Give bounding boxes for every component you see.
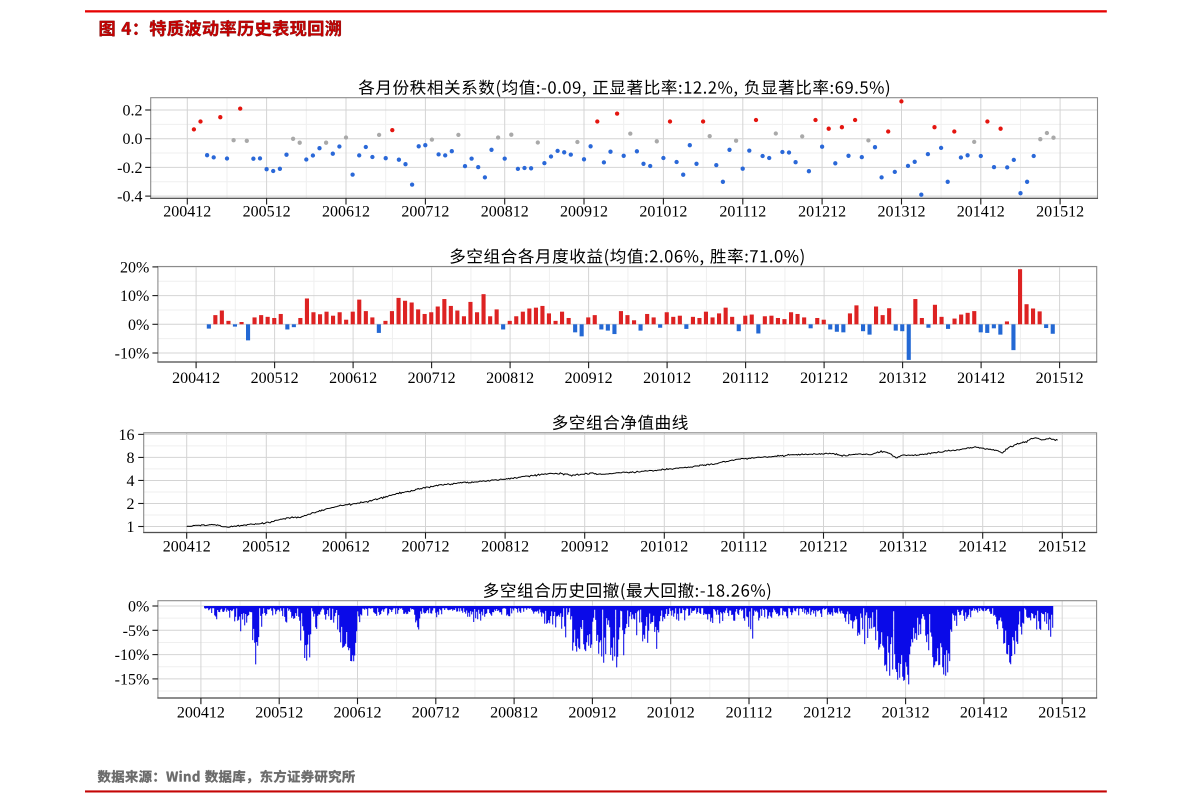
svg-text:200912: 200912 <box>565 370 613 387</box>
svg-text:200912: 200912 <box>561 539 609 556</box>
svg-text:1: 1 <box>127 519 135 536</box>
svg-text:201312: 201312 <box>878 204 926 221</box>
svg-text:-15%: -15% <box>115 671 150 688</box>
svg-text:201512: 201512 <box>1038 705 1086 722</box>
svg-text:0%: 0% <box>128 317 149 334</box>
svg-text:200612: 200612 <box>329 370 377 387</box>
svg-text:200512: 200512 <box>251 370 299 387</box>
svg-text:200612: 200612 <box>322 539 370 556</box>
svg-text:0.2: 0.2 <box>123 103 143 120</box>
svg-text:201412: 201412 <box>957 370 1005 387</box>
svg-text:-10%: -10% <box>115 346 150 363</box>
svg-text:20%: 20% <box>120 259 149 276</box>
svg-text:201512: 201512 <box>1038 539 1086 556</box>
svg-text:201312: 201312 <box>879 370 927 387</box>
svg-text:200512: 200512 <box>243 204 291 221</box>
svg-text:201212: 201212 <box>798 204 846 221</box>
svg-text:201212: 201212 <box>803 705 851 722</box>
svg-text:8: 8 <box>127 450 135 467</box>
svg-text:201112: 201112 <box>722 370 769 387</box>
svg-text:200412: 200412 <box>163 204 211 221</box>
svg-text:200812: 200812 <box>486 370 534 387</box>
svg-text:-0.2: -0.2 <box>117 160 142 177</box>
svg-text:201112: 201112 <box>720 539 767 556</box>
svg-text:200712: 200712 <box>412 705 460 722</box>
svg-text:200412: 200412 <box>163 539 211 556</box>
svg-text:4: 4 <box>127 473 135 490</box>
svg-text:-5%: -5% <box>123 623 150 640</box>
svg-text:16: 16 <box>119 427 135 444</box>
svg-text:201212: 201212 <box>800 539 848 556</box>
svg-text:201312: 201312 <box>882 705 930 722</box>
svg-text:2: 2 <box>127 496 135 513</box>
svg-text:201212: 201212 <box>800 370 848 387</box>
svg-text:201412: 201412 <box>959 539 1007 556</box>
svg-text:200612: 200612 <box>322 204 370 221</box>
svg-text:200712: 200712 <box>402 539 450 556</box>
svg-text:200412: 200412 <box>177 705 225 722</box>
svg-text:201112: 201112 <box>726 705 773 722</box>
svg-text:201012: 201012 <box>640 539 688 556</box>
svg-text:0%: 0% <box>128 599 149 616</box>
svg-text:-10%: -10% <box>115 647 150 664</box>
svg-text:201512: 201512 <box>1036 204 1084 221</box>
svg-text:200512: 200512 <box>242 539 290 556</box>
svg-text:200912: 200912 <box>568 705 616 722</box>
svg-text:200712: 200712 <box>408 370 456 387</box>
svg-text:201412: 201412 <box>960 705 1008 722</box>
svg-text:201312: 201312 <box>879 539 927 556</box>
svg-text:0.0: 0.0 <box>123 131 143 148</box>
svg-text:201112: 201112 <box>719 204 766 221</box>
svg-text:200812: 200812 <box>481 204 529 221</box>
svg-text:200512: 200512 <box>255 705 303 722</box>
svg-text:201412: 201412 <box>957 204 1005 221</box>
svg-text:10%: 10% <box>120 288 149 305</box>
svg-text:201012: 201012 <box>639 204 687 221</box>
svg-text:-0.4: -0.4 <box>117 189 142 206</box>
svg-text:200612: 200612 <box>334 705 382 722</box>
svg-text:200712: 200712 <box>401 204 449 221</box>
svg-text:201012: 201012 <box>643 370 691 387</box>
svg-text:201012: 201012 <box>647 705 695 722</box>
svg-text:200812: 200812 <box>490 705 538 722</box>
svg-text:200412: 200412 <box>172 370 220 387</box>
svg-text:200912: 200912 <box>560 204 608 221</box>
svg-text:201512: 201512 <box>1036 370 1084 387</box>
svg-text:200812: 200812 <box>481 539 529 556</box>
